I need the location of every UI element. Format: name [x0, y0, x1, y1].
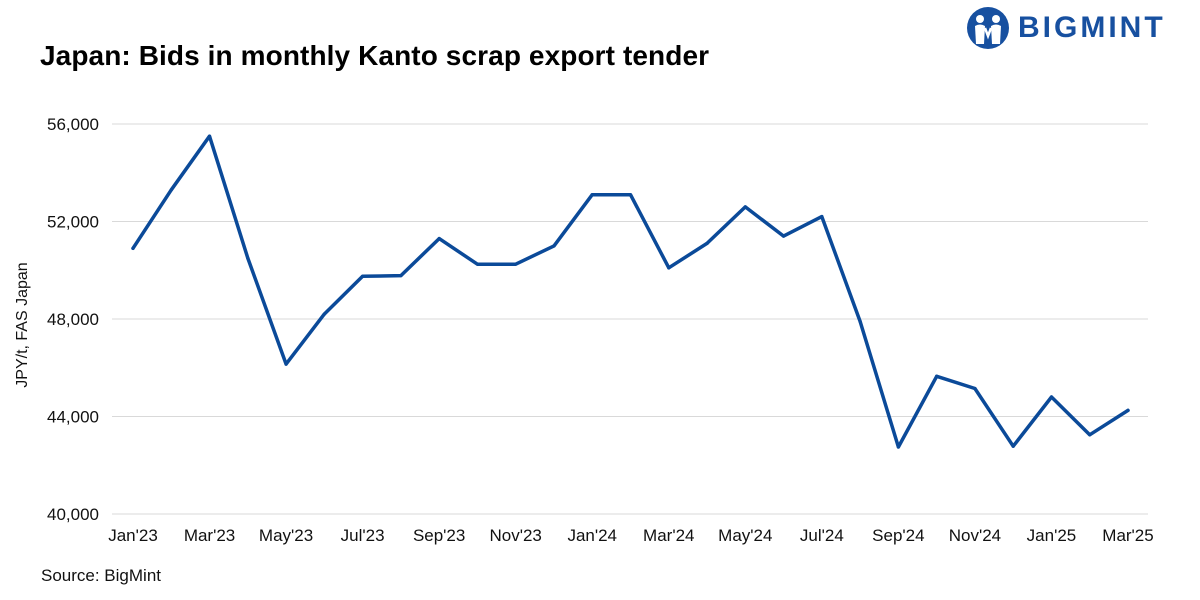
x-tick-label: Sep'24: [872, 526, 924, 545]
x-tick-label: Jul'23: [341, 526, 385, 545]
logo-text: BIGMINT: [1018, 11, 1166, 44]
series-line: [131, 134, 1130, 449]
data-point: [322, 312, 326, 316]
data-point: [552, 244, 556, 248]
x-tick-label: May'23: [259, 526, 313, 545]
data-point: [131, 246, 135, 250]
data-point: [1088, 433, 1092, 437]
x-tick-label: Nov'24: [949, 526, 1001, 545]
data-point: [820, 215, 824, 219]
series-layer: [131, 134, 1130, 449]
y-axis-label: JPY/t, FAS Japan: [14, 262, 31, 387]
data-point: [743, 205, 747, 209]
y-tick-label: 52,000: [47, 213, 99, 232]
data-point: [590, 193, 594, 197]
data-point: [437, 236, 441, 241]
x-tick-label: Mar'25: [1102, 526, 1153, 545]
data-point: [896, 445, 900, 449]
data-point: [1011, 444, 1015, 448]
data-point: [1126, 408, 1130, 413]
data-point: [935, 374, 939, 378]
x-tick-label: Jan'25: [1027, 526, 1077, 545]
brand-logo: BIGMINT: [966, 6, 1166, 50]
x-tick-label: Jul'24: [800, 526, 844, 545]
data-point: [705, 241, 709, 246]
x-tick-label: Mar'23: [184, 526, 235, 545]
grid-lines: [112, 123, 1148, 515]
x-tick-label: Mar'24: [643, 526, 694, 545]
data-point: [399, 274, 403, 278]
data-point: [667, 266, 671, 270]
bigmint-logo-icon: [967, 7, 1009, 49]
data-point: [628, 193, 633, 197]
chart-title: Japan: Bids in monthly Kanto scrap expor…: [40, 40, 710, 71]
data-point: [246, 256, 250, 260]
data-point: [1049, 395, 1054, 399]
x-tick-label: Nov'23: [489, 526, 541, 545]
y-tick-label: 40,000: [47, 505, 99, 524]
y-tick-label: 44,000: [47, 408, 99, 427]
source-note: Source: BigMint: [41, 566, 161, 585]
data-point: [973, 386, 977, 391]
data-point: [361, 274, 365, 278]
data-point: [781, 234, 786, 238]
x-tick-label: Sep'23: [413, 526, 465, 545]
x-tick-label: May'24: [718, 526, 772, 545]
x-axis-ticks: Jan'23 Mar'23 May'23 Jul'23 Sep'23 Nov'23 Jan'…: [108, 526, 1154, 545]
data-point: [284, 362, 288, 366]
data-point: [169, 188, 173, 192]
data-point: [475, 262, 480, 266]
data-point: [858, 319, 862, 324]
y-tick-label: 48,000: [47, 310, 99, 329]
y-tick-label: 56,000: [47, 115, 99, 134]
data-point: [514, 262, 518, 266]
x-tick-label: Jan'23: [108, 526, 158, 545]
y-axis-ticks: 40,000 44,000 48,000 52,000 56,000: [47, 115, 99, 524]
x-tick-label: Jan'24: [567, 526, 617, 545]
data-point: [207, 134, 212, 138]
